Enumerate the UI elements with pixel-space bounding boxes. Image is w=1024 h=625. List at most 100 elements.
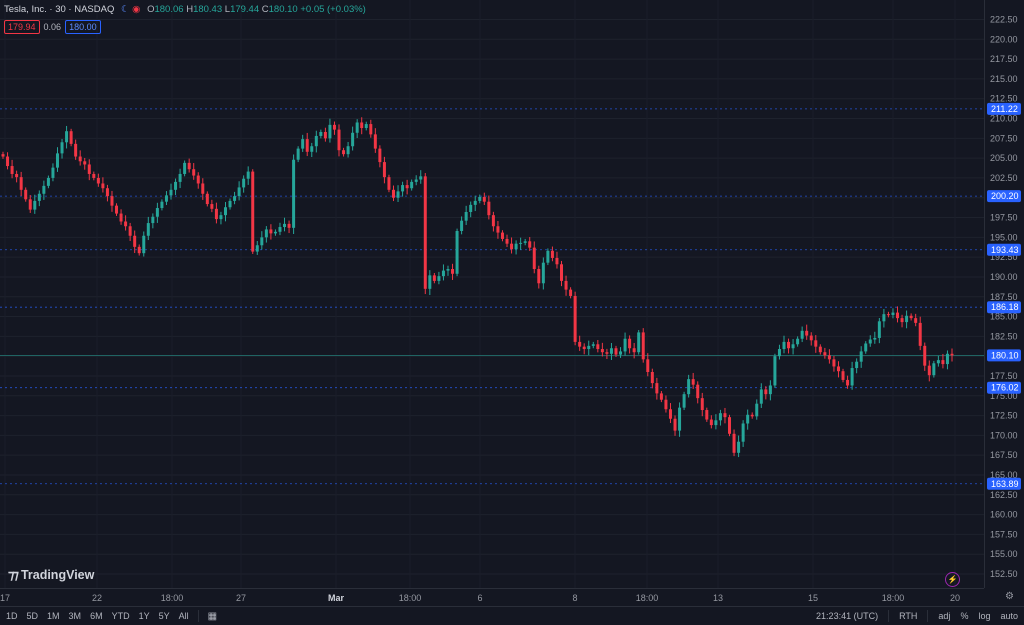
timeframe-button-5d[interactable]: 5D <box>26 611 39 621</box>
candle-body <box>437 276 441 281</box>
price-tick-label: 155.00 <box>990 549 1018 559</box>
session-toggle[interactable]: RTH <box>899 611 918 621</box>
timeframe-button-1m[interactable]: 1M <box>47 611 60 621</box>
auto-scale-toggle[interactable]: auto <box>1000 611 1018 621</box>
timeframe-button-6m[interactable]: 6M <box>90 611 103 621</box>
candle-body <box>555 257 559 265</box>
candle-body <box>596 344 600 350</box>
chart-area[interactable]: Tesla, Inc. · 30 · NASDAQ ☾ ◉ O180.06 H1… <box>0 0 984 588</box>
candle-body <box>246 171 250 179</box>
percent-toggle[interactable]: % <box>960 611 969 621</box>
level-price-label-bg <box>987 190 1021 203</box>
candle-body <box>560 264 564 281</box>
log-toggle[interactable]: log <box>978 611 991 621</box>
price-tick-label: 212.50 <box>990 94 1018 104</box>
time-tick-label: 18:00 <box>161 593 184 603</box>
price-tick-label: 190.00 <box>990 272 1018 282</box>
buy-price-button[interactable]: 180.00 <box>65 20 101 34</box>
candle-body <box>464 211 468 221</box>
candle-body <box>827 355 831 360</box>
symbol-title[interactable]: Tesla, Inc. · 30 · NASDAQ <box>4 4 115 15</box>
candle-body <box>791 344 795 349</box>
candle-body <box>737 441 741 453</box>
candle-body <box>255 245 259 252</box>
tradingview-logo[interactable]: ⁊⁊ TradingView <box>8 567 94 583</box>
candle-body <box>373 134 377 149</box>
settings-gear-icon[interactable]: ⚙ <box>1005 591 1014 602</box>
candle-body <box>96 177 100 184</box>
candle-body <box>846 379 850 386</box>
candle-body <box>260 237 264 246</box>
candle-body <box>432 275 436 281</box>
candle-body <box>405 185 409 189</box>
candle-body <box>709 419 713 426</box>
last-price-label-bg <box>987 349 1021 362</box>
chart-options: 21:23:41 (UTC) RTH adj % log auto <box>816 610 1018 622</box>
candle-body <box>650 372 654 384</box>
last-price-label: 180.10 <box>991 350 1019 360</box>
candle-body <box>192 169 196 176</box>
candle-body <box>673 418 677 431</box>
candle-body <box>787 341 791 349</box>
price-tick-label: 172.50 <box>990 411 1018 421</box>
timeframe-button-1y[interactable]: 1Y <box>138 611 150 621</box>
candle-body <box>473 200 477 205</box>
candle-body <box>705 410 709 420</box>
candle-body <box>814 340 818 347</box>
level-price-label-bg <box>987 102 1021 115</box>
candle-body <box>51 167 55 178</box>
candle-body <box>537 269 541 284</box>
candle-body <box>410 181 414 189</box>
timeframe-button-5y[interactable]: 5Y <box>158 611 170 621</box>
time-axis[interactable]: 17 22 18:00 27 Mar 18:00 6 8 18:00 13 15 18:00 20 <box>0 588 984 606</box>
candle-body <box>782 341 786 350</box>
candle-body <box>519 242 523 244</box>
candle-body <box>296 148 300 160</box>
utc-clock[interactable]: 21:23:41 (UTC) <box>816 611 879 621</box>
flash-icon[interactable]: ⚡ <box>945 572 960 587</box>
low-label: L <box>224 4 231 15</box>
candle-body <box>646 359 650 373</box>
candle-body <box>768 385 772 395</box>
timeframe-buttons: 1D 5D 1M 3M 6M YTD 1Y 5Y All ▦ <box>6 610 217 622</box>
timeframe-button-ytd[interactable]: YTD <box>111 611 130 621</box>
candle-body <box>932 363 936 376</box>
candle-body <box>877 321 881 338</box>
candle-body <box>818 346 822 353</box>
candle-body <box>351 132 355 147</box>
candle-body <box>541 262 545 284</box>
candle-body <box>382 162 386 178</box>
candlestick-chart[interactable] <box>0 0 984 588</box>
candle-body <box>628 338 632 349</box>
bottom-toolbar: 1D 5D 1M 3M 6M YTD 1Y 5Y All ▦ 21:23:41 (UTC) RTH… <box>0 606 1024 625</box>
candle-body <box>314 135 318 147</box>
level-price-label: 193.43 <box>991 245 1019 255</box>
logo-text: TradingView <box>20 568 95 582</box>
candle-body <box>396 191 400 198</box>
candle-body <box>918 322 922 346</box>
timeframe-button-3m[interactable]: 3M <box>68 611 82 621</box>
candle-body <box>60 142 64 154</box>
bid-ask-panel: 179.94 0.06 180.00 <box>4 20 101 34</box>
candle-body <box>491 215 495 227</box>
candle-body <box>228 200 232 208</box>
sell-price-button[interactable]: 179.94 <box>4 20 40 34</box>
price-tick-label: 152.50 <box>990 569 1018 579</box>
price-tick-label: 170.00 <box>990 430 1018 440</box>
candle-body <box>664 399 668 410</box>
adj-toggle[interactable]: adj <box>938 611 951 621</box>
candle-body <box>714 420 718 426</box>
candle-body <box>582 346 586 350</box>
candle-body <box>205 193 209 205</box>
candle-body <box>251 171 255 252</box>
price-axis[interactable]: 222.50 220.00 217.50 215.00 212.50 210.00 207.… <box>984 0 1024 588</box>
candle-body <box>605 352 609 354</box>
candle-body <box>550 250 554 258</box>
timeframe-button-1d[interactable]: 1D <box>6 611 18 621</box>
candle-body <box>283 223 287 228</box>
timeframe-button-all[interactable]: All <box>178 611 189 621</box>
calendar-icon[interactable]: ▦ <box>207 610 218 622</box>
level-price-label-bg <box>987 381 1021 394</box>
candle-body <box>115 205 119 214</box>
candle-body <box>414 179 418 182</box>
